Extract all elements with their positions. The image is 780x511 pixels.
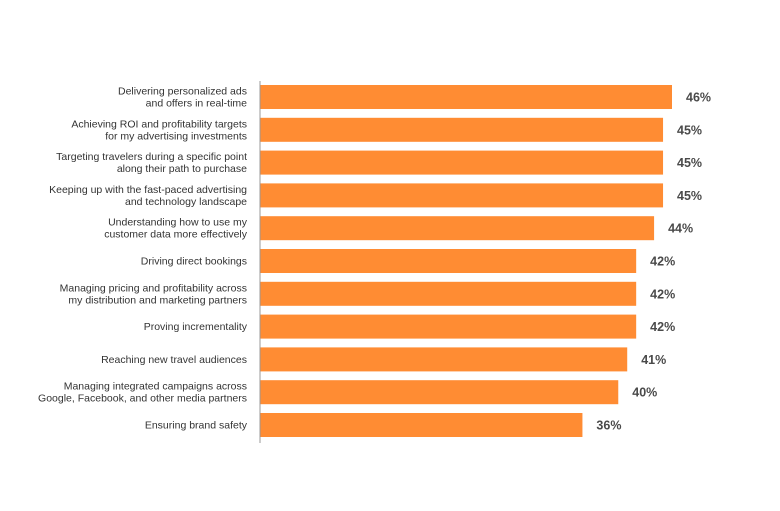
value-label: 40% xyxy=(632,386,657,400)
category-label: Ensuring brand safety xyxy=(145,420,248,432)
bar xyxy=(260,314,637,339)
bar xyxy=(260,413,583,437)
category-label-line: Managing integrated campaigns across xyxy=(64,381,247,393)
category-label-line: Managing pricing and profitability acros… xyxy=(60,282,247,294)
category-label-line: Driving direct bookings xyxy=(141,256,247,268)
value-label: 44% xyxy=(668,222,693,236)
bar xyxy=(260,216,655,241)
bar xyxy=(260,380,619,405)
category-label-line: Achieving ROI and profitability targets xyxy=(71,118,247,130)
category-label: Keeping up with the fast-paced advertisi… xyxy=(49,184,247,208)
category-labels-group: Delivering personalized ads and offers in… xyxy=(38,86,248,432)
value-label: 42% xyxy=(650,320,675,334)
value-label: 45% xyxy=(677,123,702,137)
category-label: Achieving ROI and profitability targets f… xyxy=(71,118,247,142)
category-label-line: Proving incrementality xyxy=(144,321,248,333)
category-label: Understanding how to use my customer data… xyxy=(104,217,248,241)
bar xyxy=(260,347,628,372)
category-label-line: Google, Facebook, and other media partne… xyxy=(38,393,247,405)
category-label: Delivering personalized ads and offers in… xyxy=(118,86,247,110)
value-label: 41% xyxy=(641,353,666,367)
value-label: 42% xyxy=(650,287,675,301)
category-label-line: my distribution and marketing partners xyxy=(68,294,247,306)
category-label-line: and technology landscape xyxy=(125,196,247,208)
bar xyxy=(260,117,664,142)
value-labels-group: 46% 45% 45% 45% 44% 42% 42% 42% 41% 40% 36% xyxy=(596,91,711,433)
category-label: Managing pricing and profitability acros… xyxy=(60,282,247,306)
value-label: 45% xyxy=(677,189,702,203)
bar xyxy=(260,249,637,273)
value-label: 42% xyxy=(650,255,675,269)
category-label-line: for my advertising investments xyxy=(105,130,247,142)
category-label-line: Ensuring brand safety xyxy=(145,420,248,432)
category-label: Driving direct bookings xyxy=(141,256,247,268)
category-label-line: and offers in real-time xyxy=(146,98,248,110)
bar xyxy=(260,85,672,109)
bar xyxy=(260,150,664,175)
category-label-line: Targeting travelers during a specific po… xyxy=(56,151,247,163)
category-label: Reaching new travel audiences xyxy=(101,354,247,366)
bar xyxy=(260,183,664,208)
value-label: 46% xyxy=(686,91,711,105)
category-label: Proving incrementality xyxy=(144,321,248,333)
category-label-line: Reaching new travel audiences xyxy=(101,354,247,366)
category-label-line: Keeping up with the fast-paced advertisi… xyxy=(49,184,247,196)
value-label: 45% xyxy=(677,156,702,170)
category-label-line: Understanding how to use my xyxy=(108,217,248,229)
bar xyxy=(260,281,637,306)
bars-group xyxy=(260,85,672,437)
category-label-line: customer data more effectively xyxy=(104,229,248,241)
category-label-line: Delivering personalized ads xyxy=(118,86,247,98)
category-label: Targeting travelers during a specific po… xyxy=(56,151,247,175)
value-label: 36% xyxy=(596,419,621,433)
category-label: Managing integrated campaigns across Goog… xyxy=(38,381,247,405)
category-label-line: along their path to purchase xyxy=(117,163,247,175)
